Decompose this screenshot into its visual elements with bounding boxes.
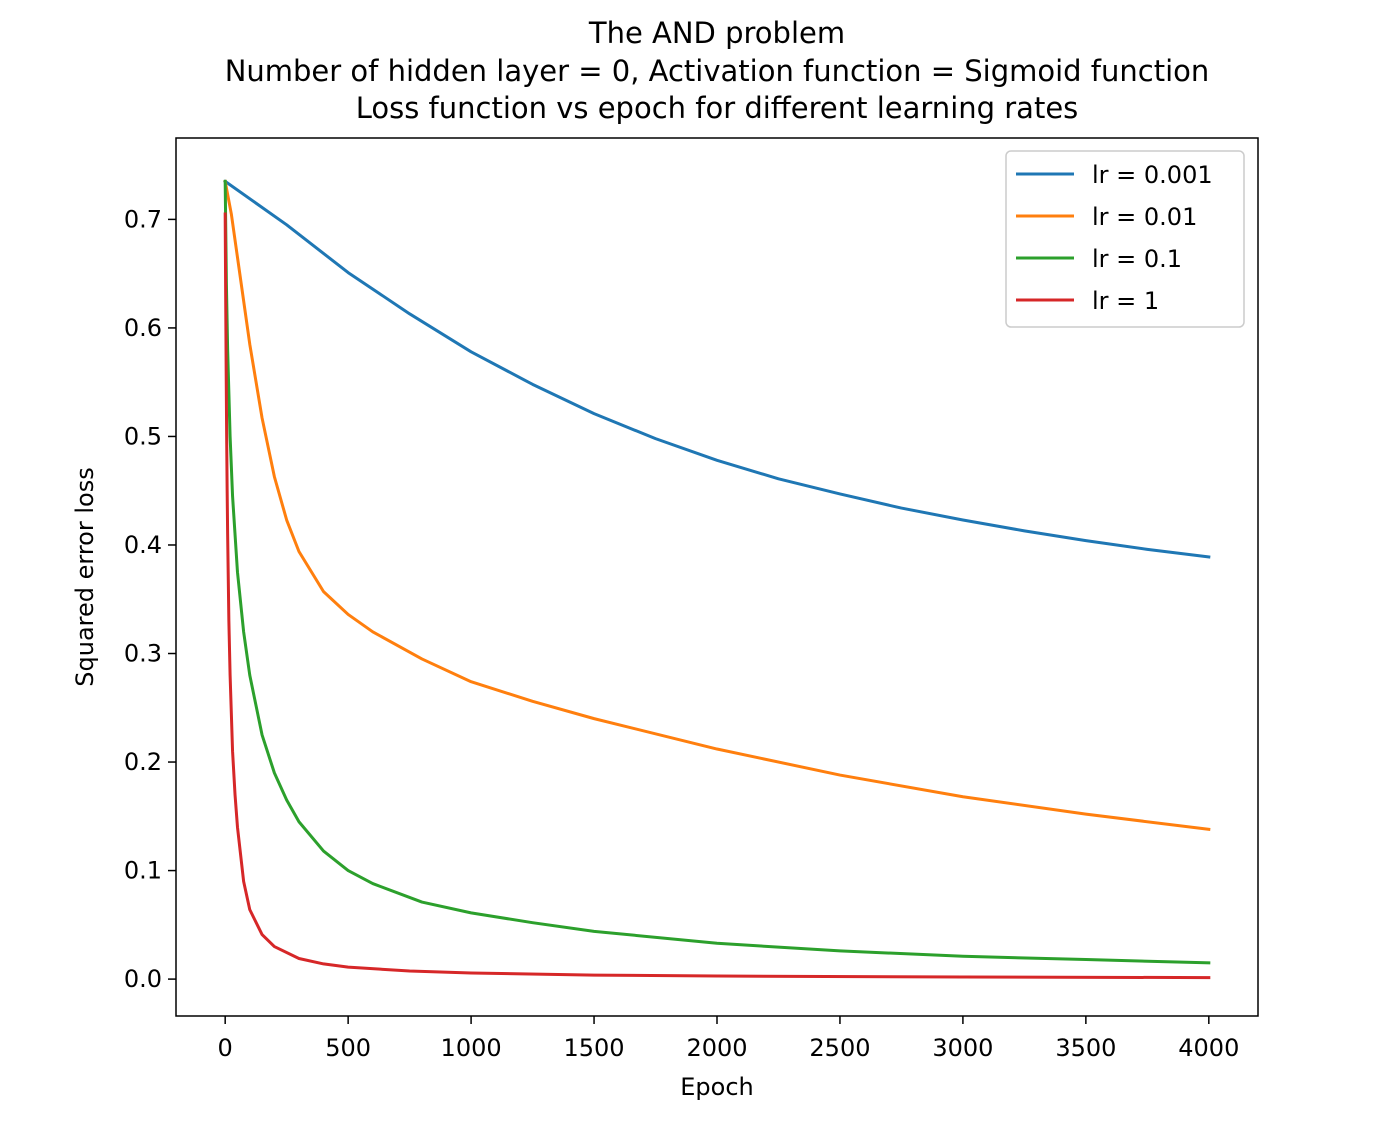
y-axis-label: Squared error loss (71, 467, 99, 686)
legend-label-3: lr = 1 (1092, 287, 1159, 315)
legend-box (1005, 150, 1245, 328)
legend-label-0: lr = 0.001 (1092, 161, 1213, 189)
series-line-2 (223, 179, 1211, 965)
chart-title-line-1: The AND problem (588, 16, 845, 50)
y-tick-label: 0.4 (124, 531, 162, 559)
x-tick-label: 500 (325, 1034, 371, 1062)
legend-label-2: lr = 0.1 (1092, 245, 1182, 273)
y-tick-label: 0.3 (124, 640, 162, 668)
x-tick-label: 1000 (441, 1034, 502, 1062)
x-tick-label: 3000 (932, 1034, 993, 1062)
x-axis-ticks: 0 500 1000 1500 2000 2500 3000 3500 4000 (218, 1016, 1239, 1062)
series-line-3 (223, 212, 1211, 980)
x-tick-label: 2000 (686, 1034, 747, 1062)
legend: lr = 0.001 lr = 0.01 lr = 0.1 lr = 1 (1005, 150, 1245, 328)
chart-title: The AND problem Number of hidden layer =… (225, 16, 1210, 125)
x-tick-label: 2500 (809, 1034, 870, 1062)
y-tick-label: 0.6 (124, 314, 162, 342)
legend-label-1: lr = 0.01 (1092, 203, 1197, 231)
y-tick-label: 0.7 (124, 205, 162, 233)
chart-title-line-2: Number of hidden layer = 0, Activation f… (225, 54, 1210, 88)
x-tick-label: 1500 (564, 1034, 625, 1062)
x-tick-label: 0 (218, 1034, 233, 1062)
y-tick-label: 0.2 (124, 748, 162, 776)
series-line-0 (223, 179, 1211, 559)
y-tick-label: 0.5 (124, 422, 162, 450)
series-group (223, 179, 1211, 980)
x-axis-label: Epoch (680, 1073, 754, 1101)
y-axis-ticks: 0.0 0.1 0.2 0.3 0.4 0.5 0.6 0.7 (124, 205, 176, 993)
y-tick-label: 0.0 (124, 965, 162, 993)
chart-title-line-3: Loss function vs epoch for different lea… (356, 91, 1079, 125)
y-tick-label: 0.1 (124, 857, 162, 885)
series-line-1 (223, 179, 1211, 832)
x-tick-label: 4000 (1178, 1034, 1239, 1062)
x-tick-label: 3500 (1055, 1034, 1116, 1062)
